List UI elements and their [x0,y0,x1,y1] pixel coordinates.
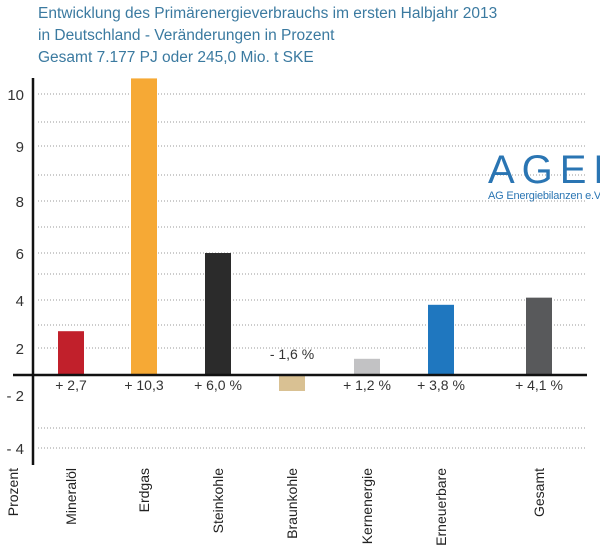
data-label: + 4,1 % [515,377,563,393]
category-label: Erdgas [136,468,152,512]
data-label: + 6,0 % [194,377,242,393]
data-label: + 2,7 [55,377,87,393]
y-tick-label: - 2 [6,388,24,405]
y-axis-label: Prozent [5,468,21,516]
data-label: - 1,6 % [270,346,314,362]
data-label: + 3,8 % [417,377,465,393]
bar-steinkohle [205,253,231,375]
bar-mineralöl [58,331,84,375]
data-label: + 1,2 % [343,377,391,393]
bar-kernenergie [354,358,380,375]
y-tick-label: 8 [16,194,24,211]
logo-text: AGEB [488,148,600,192]
ageb-logo: AGEB AG Energiebilanzen e.V. [488,150,600,202]
category-label: Braunkohle [284,468,300,539]
chart-title: Entwicklung des Primärenergieverbrauchs … [38,5,498,22]
chart-subtitle-total: Gesamt 7.177 PJ oder 245,0 Mio. t SKE [38,49,314,66]
logo-subtitle: AG Energiebilanzen e.V. [488,190,600,202]
category-label: Erneuerbare [433,468,449,546]
category-label: Steinkohle [210,468,226,534]
bar-erdgas [131,78,157,376]
y-tick-label: 4 [16,293,24,310]
category-label: Kernenergie [359,468,375,544]
category-label: Mineralöl [63,468,79,525]
bar-erneuerbare [428,304,454,375]
y-tick-label: 6 [16,246,24,263]
y-tick-label: 9 [16,139,24,156]
y-tick-label: 2 [16,341,24,358]
bar-gesamt [526,297,552,375]
bar-braunkohle [279,375,305,391]
chart-subtitle: in Deutschland - Veränderungen in Prozen… [38,27,335,44]
data-label: + 10,3 [124,377,164,393]
y-tick-label: - 4 [6,441,24,458]
y-tick-label: 10 [7,87,24,104]
category-label: Gesamt [531,468,547,517]
